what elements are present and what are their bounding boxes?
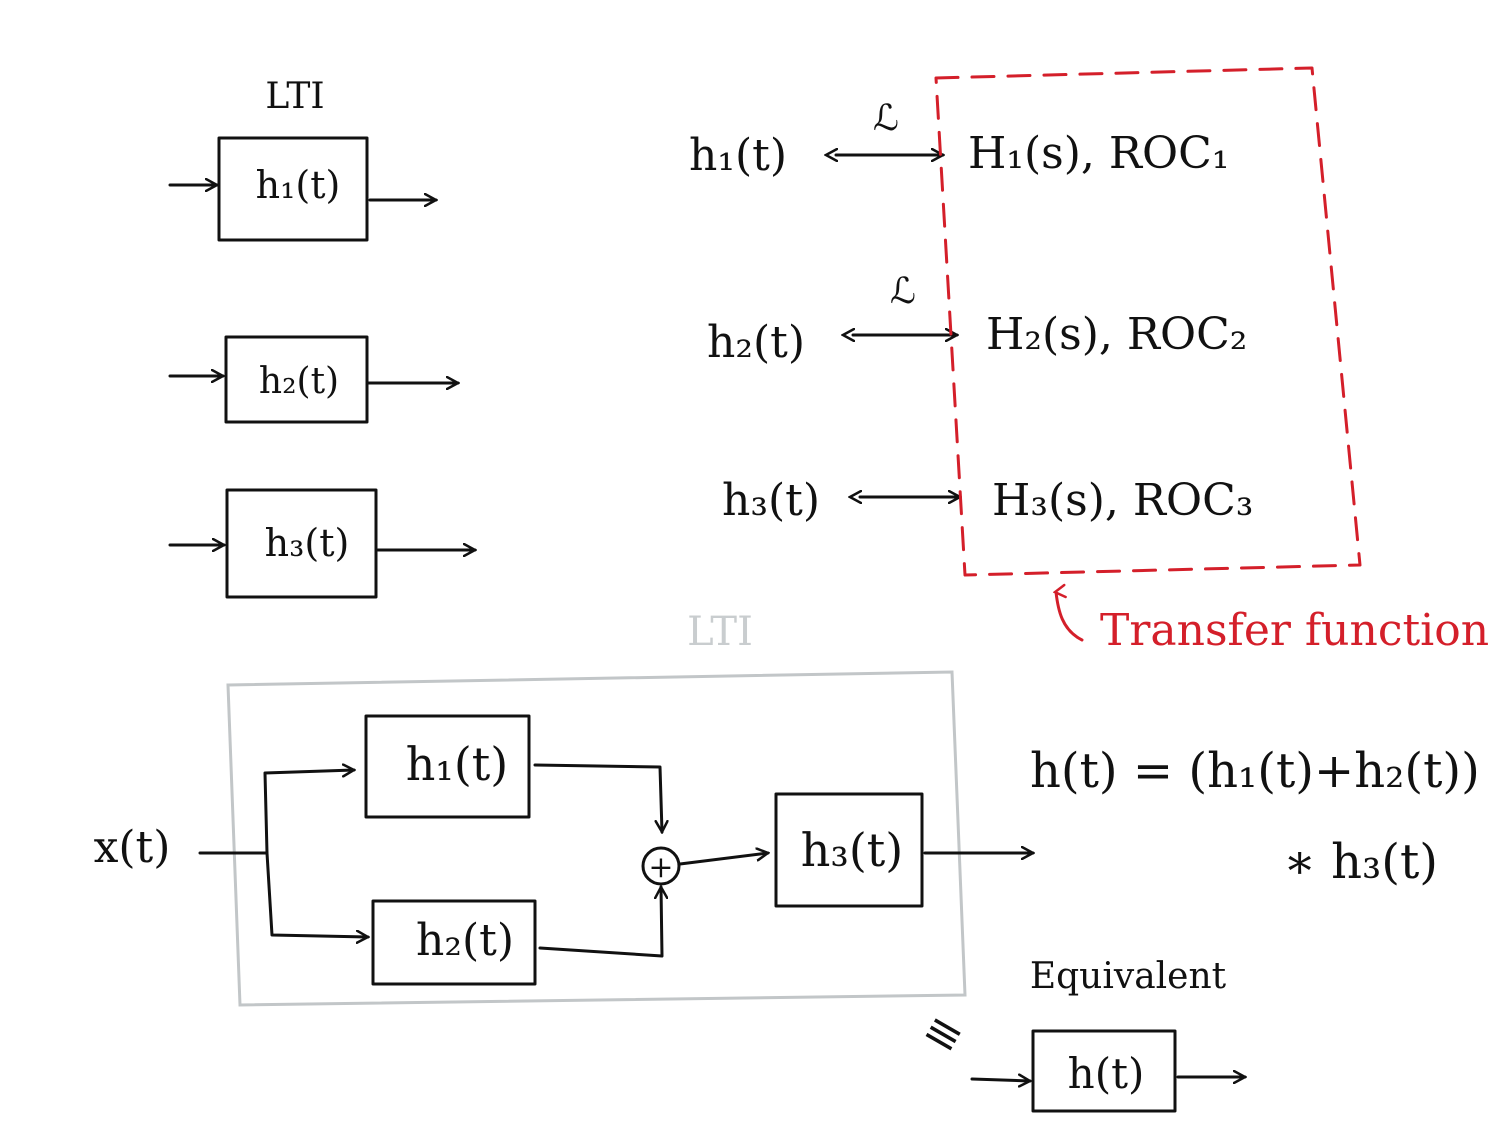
laplace-pairs: h₁(t) ℒ H₁(s), ROC₁ h₂(t) ℒ H₂(s), ROC₂ … (689, 66, 1489, 656)
block-h3-label: h₃(t) (265, 521, 350, 565)
equation-line2: ∗ h₃(t) (1283, 834, 1438, 890)
pair3-freq: H₃(s), ROC₃ (992, 475, 1253, 526)
h2-to-sum-arrow (538, 887, 662, 958)
system-block-h2-label: h₂(t) (416, 915, 514, 966)
block-h1-label: h₁(t) (256, 163, 341, 207)
equivalence-symbol: ≡ (914, 1000, 974, 1066)
upper-branch-arrow (263, 770, 354, 855)
pair1-freq: H₁(s), ROC₁ (968, 128, 1229, 179)
system-block-h3-label: h₃(t) (801, 823, 903, 877)
lti-system-frame (226, 670, 967, 1007)
equivalent-input-arrow (970, 1079, 1030, 1081)
system-block-h3 (774, 792, 924, 908)
pair2-freq: H₂(s), ROC₂ (986, 309, 1247, 360)
block-h3 (225, 488, 378, 599)
pair1-laplace-symbol: ℒ (873, 98, 899, 139)
pair2-time: h₂(t) (707, 317, 805, 368)
lti-label-system: LTI (687, 609, 753, 655)
h1-to-sum-arrow (533, 763, 662, 832)
pair1-time: h₁(t) (689, 130, 787, 181)
lti-label-top: LTI (265, 76, 324, 117)
lower-branch-arrow (265, 851, 368, 937)
input-signal-label: x(t) (94, 822, 171, 873)
block-h2-label: h₂(t) (259, 361, 339, 402)
equivalent-system: Equivalent ≡ h(t) (914, 956, 1245, 1113)
equation-line1: h(t) = (h₁(t)+h₂(t)) (1030, 743, 1480, 799)
equivalent-label: Equivalent (1030, 956, 1227, 997)
system-block-h1 (364, 714, 531, 819)
block-h2 (224, 335, 369, 424)
equivalent-block-h-label: h(t) (1068, 1049, 1145, 1098)
transfer-function-label: Transfer function (1100, 605, 1489, 656)
transfer-function-dashed-box (934, 66, 1362, 577)
sum-to-h3-arrow (678, 853, 768, 866)
equivalent-impulse-equation: h(t) = (h₁(t)+h₂(t)) ∗ h₃(t) (1030, 743, 1480, 890)
system-block-h2 (371, 899, 537, 986)
composite-system: LTI x(t) h₁(t) h₂(t) + h₃(t) (94, 609, 1033, 1007)
block-h1 (217, 136, 369, 242)
transfer-function-arrow (1056, 592, 1084, 642)
summing-junction (641, 846, 681, 886)
pair2-laplace-symbol: ℒ (890, 271, 916, 312)
equivalent-block-h (1031, 1029, 1177, 1113)
pair3-time: h₃(t) (722, 475, 820, 526)
top-left-blocks: LTI h₁(t) h₂(t) h₃(t) (168, 76, 475, 599)
system-block-h1-label: h₁(t) (406, 737, 508, 791)
summing-junction-symbol: + (648, 850, 673, 885)
